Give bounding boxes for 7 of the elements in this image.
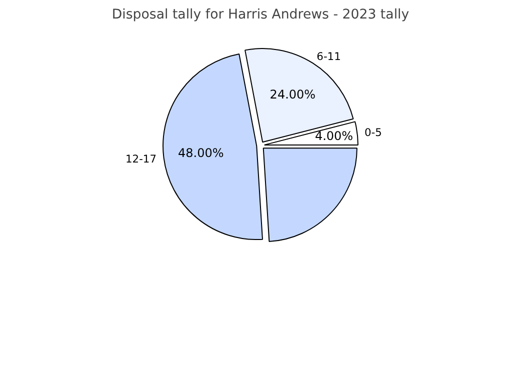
slice-label: 12-17: [126, 152, 156, 166]
slice-label: 0-5: [364, 126, 382, 140]
data-label: 24.00%: [270, 87, 316, 102]
data-label: 48.00%: [178, 146, 224, 160]
slice-label: 6-11: [316, 50, 341, 64]
chart-title: Disposal tally for Harris Andrews - 2023 tally: [112, 8, 410, 22]
data-label: 4.00%: [314, 129, 354, 144]
